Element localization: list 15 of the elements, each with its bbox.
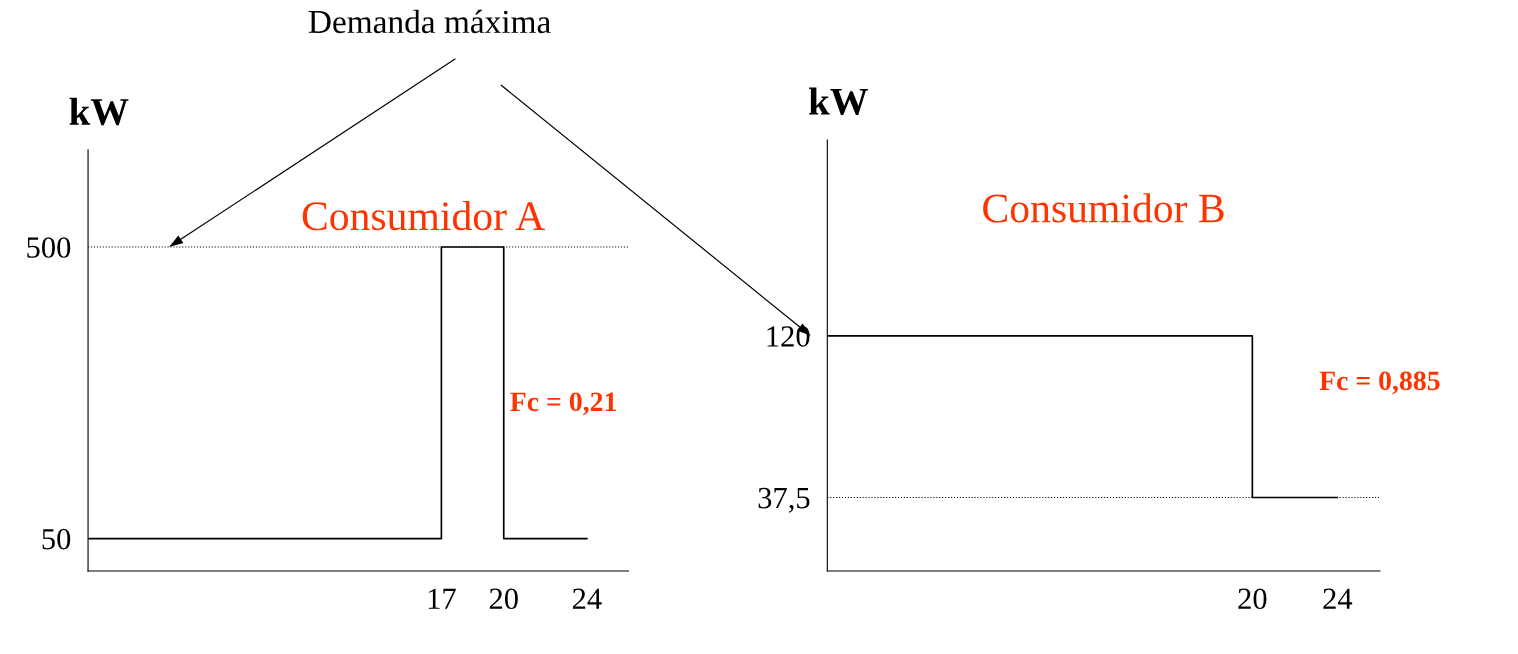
annotation: Fc = 0,21 xyxy=(510,392,616,416)
y-tick-label: 50 xyxy=(42,528,71,550)
x-tick-label: 24 xyxy=(572,588,602,609)
y-axis-title: kW xyxy=(809,87,869,116)
x-tick-label: 17 xyxy=(428,588,456,609)
y-axis-title: kW xyxy=(69,97,129,126)
y-tick-label: 37,5 xyxy=(758,487,810,513)
y-tick-label: 500 xyxy=(27,237,71,258)
text: Consumidor B xyxy=(983,193,1224,223)
text: Demanda máxima xyxy=(308,9,551,34)
x-tick-label: 20 xyxy=(489,588,518,610)
x-tick-label: 24 xyxy=(1323,588,1353,609)
text: Consumidor A xyxy=(302,200,545,231)
annotation: Fc = 0,885 xyxy=(1319,371,1440,395)
x-tick-label: 20 xyxy=(1238,588,1267,610)
